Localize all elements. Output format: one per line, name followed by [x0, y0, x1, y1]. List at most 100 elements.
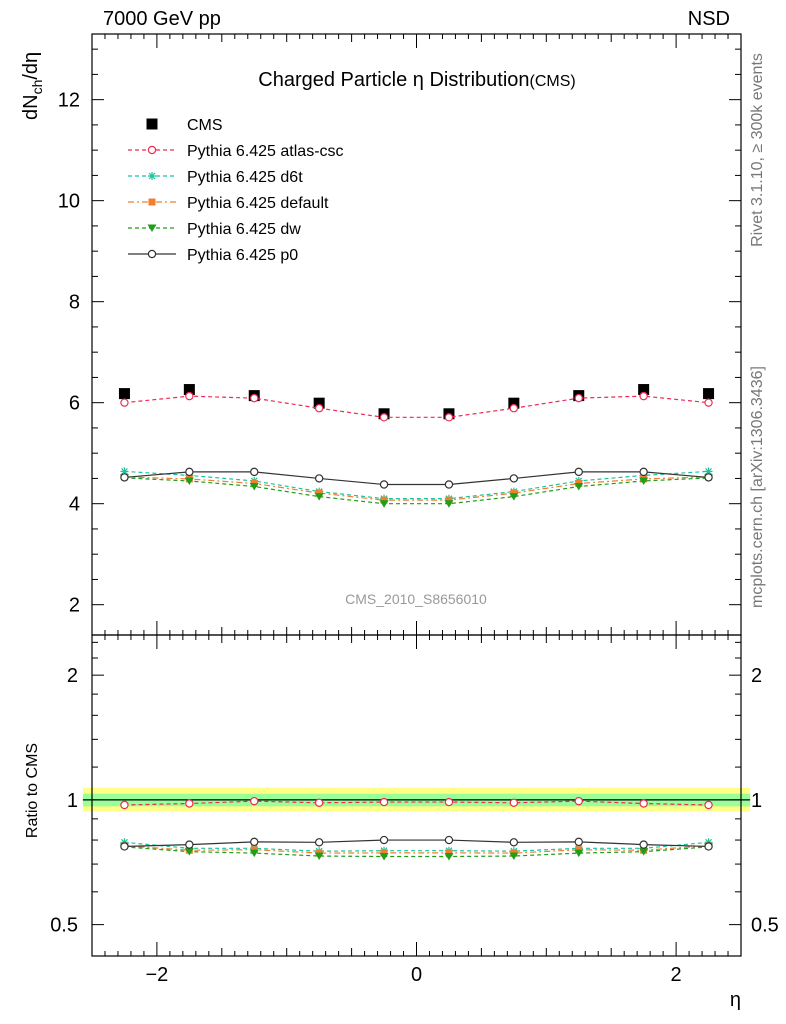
- ratio-point-pythia-6-425-atlas-csc: [314, 798, 324, 807]
- main-point-pythia-6-425-atlas-csc: [314, 404, 324, 413]
- main-point-pythia-6-425-atlas-csc: [250, 393, 259, 403]
- analysis-label: CMS_2010_S8656010: [345, 591, 487, 607]
- main-point-pythia-6-425-p0: [444, 480, 454, 489]
- legend-marker-pythia-6-425-default: [148, 198, 156, 206]
- main-point-pythia-6-425-p0: [509, 474, 519, 483]
- main-point-pythia-6-425-atlas-csc: [574, 393, 583, 403]
- ratio-y-tick-label: 0.5: [50, 915, 78, 937]
- ratio-point-pythia-6-425-dw: [249, 849, 259, 858]
- legend-marker-cms: [146, 118, 158, 130]
- main-line-pythia-6-425-default: [124, 476, 709, 501]
- main-point-pythia-6-425-dw: [509, 493, 519, 501]
- legend-label-pythia-6-425-default: Pythia 6.425 default: [187, 195, 329, 212]
- main-point-pythia-6-425-dw: [184, 477, 194, 485]
- legend-label-pythia-6-425-p0: Pythia 6.425 p0: [187, 247, 298, 264]
- main-point-cms: [313, 397, 325, 409]
- main-y-tick-label: 8: [69, 292, 80, 314]
- x-tick-label: −2: [145, 964, 168, 986]
- process-label: NSD: [687, 8, 730, 30]
- chart-title: Charged Particle η Distribution(CMS): [258, 69, 575, 91]
- main-point-cms: [508, 397, 520, 409]
- main-point-pythia-6-425-dw: [639, 477, 649, 485]
- main-point-pythia-6-425-atlas-csc: [379, 413, 389, 422]
- main-point-pythia-6-425-dw: [314, 493, 324, 501]
- ratio-y-tick-label-right: 1: [751, 790, 762, 812]
- ratio-point-pythia-6-425-atlas-csc: [444, 797, 454, 807]
- main-point-pythia-6-425-atlas-csc: [704, 398, 713, 407]
- legend-marker-pythia-6-425-dw: [147, 224, 157, 232]
- ratio-point-pythia-6-425-dw: [509, 852, 519, 861]
- legend-label-pythia-6-425-d6t: Pythia 6.425 d6t: [187, 169, 303, 186]
- ratio-point-pythia-6-425-p0: [444, 835, 454, 845]
- main-y-tick-label: 2: [69, 595, 80, 617]
- ratio-point-pythia-6-425-p0: [639, 840, 648, 849]
- main-y-tick-label: 6: [69, 393, 80, 415]
- main-point-pythia-6-425-dw: [249, 483, 259, 491]
- ratio-y-tick-label-right: 2: [751, 665, 762, 687]
- legend-marker-pythia-6-425-p0: [147, 249, 157, 259]
- main-point-pythia-6-425-p0: [250, 467, 259, 477]
- main-point-pythia-6-425-dw: [379, 500, 389, 508]
- main-point-pythia-6-425-atlas-csc: [185, 391, 194, 401]
- legend-label-pythia-6-425-atlas-csc: Pythia 6.425 atlas-csc: [187, 143, 344, 160]
- main-point-pythia-6-425-d6t: [704, 467, 713, 476]
- legend-marker-pythia-6-425-d6t: [148, 172, 156, 180]
- main-point-pythia-6-425-p0: [185, 467, 194, 477]
- ratio-point-pythia-6-425-atlas-csc: [185, 799, 194, 808]
- main-point-pythia-6-425-atlas-csc: [509, 404, 519, 413]
- ratio-point-pythia-6-425-p0: [574, 837, 583, 847]
- ratio-point-pythia-6-425-atlas-csc: [120, 800, 129, 810]
- main-point-cms: [183, 384, 195, 396]
- ratio-point-pythia-6-425-atlas-csc: [574, 796, 583, 806]
- main-point-cms: [118, 388, 130, 400]
- ratio-point-pythia-6-425-default: [380, 849, 388, 857]
- ratio-point-pythia-6-425-p0: [250, 837, 259, 847]
- x-tick-label: 2: [671, 964, 682, 986]
- main-point-pythia-6-425-p0: [574, 467, 583, 477]
- ratio-point-pythia-6-425-p0: [314, 838, 324, 847]
- ratio-point-pythia-6-425-atlas-csc: [250, 796, 259, 806]
- main-point-pythia-6-425-default: [510, 489, 518, 497]
- legend-label-pythia-6-425-dw: Pythia 6.425 dw: [187, 221, 301, 238]
- main-point-pythia-6-425-default: [380, 496, 388, 504]
- ratio-point-pythia-6-425-atlas-csc: [704, 800, 713, 810]
- ratio-point-pythia-6-425-p0: [120, 842, 129, 851]
- ratio-point-pythia-6-425-dw: [574, 849, 584, 858]
- ratio-line-pythia-6-425-atlas-csc: [124, 800, 709, 806]
- ratio-point-pythia-6-425-atlas-csc: [509, 798, 519, 807]
- ratio-point-pythia-6-425-p0: [185, 840, 194, 849]
- main-line-pythia-6-425-p0: [124, 471, 709, 486]
- main-point-pythia-6-425-p0: [704, 473, 713, 482]
- ratio-line-pythia-6-425-p0: [124, 839, 709, 848]
- legend-marker-pythia-6-425-atlas-csc: [147, 145, 157, 155]
- main-point-pythia-6-425-default: [445, 496, 453, 504]
- ratio-y-axis-label: Ratio to CMS: [24, 743, 41, 838]
- ratio-point-pythia-6-425-dw: [379, 853, 389, 861]
- main-point-pythia-6-425-p0: [120, 473, 129, 482]
- ratio-point-pythia-6-425-p0: [704, 842, 713, 851]
- main-point-pythia-6-425-default: [315, 489, 323, 497]
- main-y-tick-label: 4: [69, 494, 80, 516]
- ratio-point-pythia-6-425-p0: [379, 835, 389, 845]
- main-point-pythia-6-425-dw: [444, 500, 454, 508]
- main-point-cms: [703, 388, 715, 400]
- main-line-pythia-6-425-dw: [124, 477, 709, 505]
- x-tick-label: 0: [411, 964, 422, 986]
- main-line-pythia-6-425-atlas-csc: [124, 395, 709, 418]
- ratio-point-pythia-6-425-p0: [509, 838, 519, 847]
- main-point-pythia-6-425-dw: [574, 483, 584, 491]
- main-y-axis-label: dNch/dη: [20, 52, 45, 120]
- main-point-cms: [638, 384, 650, 396]
- legend-label-cms: CMS: [187, 117, 223, 134]
- ratio-point-pythia-6-425-dw: [639, 848, 649, 856]
- main-point-pythia-6-425-atlas-csc: [639, 391, 648, 401]
- ratio-point-pythia-6-425-dw: [184, 848, 194, 856]
- main-point-pythia-6-425-p0: [379, 480, 389, 489]
- rivet-version-label: Rivet 3.1.10, ≥ 300k events: [749, 53, 766, 247]
- ratio-point-pythia-6-425-default: [445, 849, 453, 857]
- main-point-pythia-6-425-d6t: [120, 467, 129, 476]
- ratio-point-pythia-6-425-dw: [314, 852, 324, 861]
- ratio-y-tick-label-right: 0.5: [751, 915, 779, 937]
- ratio-point-pythia-6-425-atlas-csc: [639, 799, 648, 808]
